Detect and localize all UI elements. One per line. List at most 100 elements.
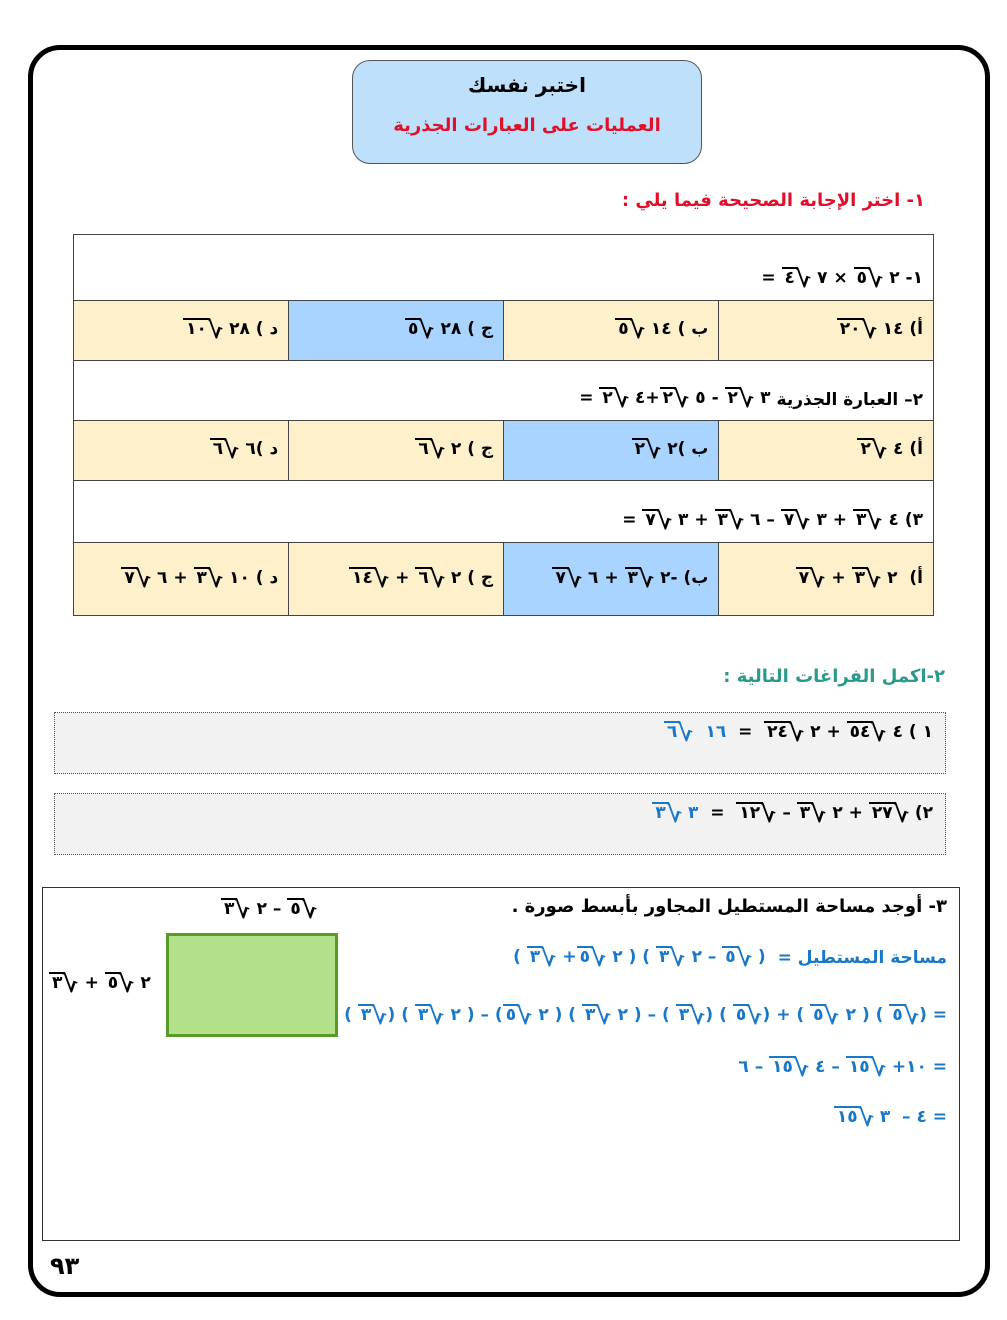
solution-expression: ٦ – ١٥√ ٤ – ١٥√ +١٠ = — [738, 1056, 947, 1082]
option-expression: ٢√ ٢( ب — [631, 438, 708, 464]
section3-title: ٣- أوجد مساحة المستطيل المجاور بأبسط صور… — [511, 896, 947, 917]
option-correct[interactable]: ٥√ ٢٨ ( ج — [288, 300, 505, 361]
square-root: ٧√ — [780, 509, 811, 536]
square-root: ٤√ — [781, 267, 811, 293]
radical-sign-icon: √ — [207, 566, 224, 593]
expression-text: ٢ ) ( — [532, 1005, 582, 1025]
radicand: ٦ — [663, 721, 681, 742]
option-correct[interactable]: ٢√ ٢( ب — [503, 420, 720, 481]
rectangle-length-label: ٣√ + ٥√ ٢ — [49, 972, 151, 998]
radicand: ١٥ — [769, 1056, 796, 1077]
expression-text: ٦ + — [151, 567, 194, 588]
square-root: ٢√ — [659, 387, 690, 414]
expression-text: (٢ — [908, 803, 933, 823]
radicand: ٢٤ — [764, 721, 791, 742]
radical-sign-icon: √ — [224, 438, 240, 465]
radicand: ٣ — [357, 1004, 375, 1025]
expression-text: ٤ (أ — [887, 439, 923, 460]
option[interactable]: ٥√ ١٤ ( ب — [503, 300, 720, 361]
expression-text: ٢ — [134, 973, 151, 993]
radicand: ٢ — [659, 387, 677, 408]
expression-text: = — [579, 388, 600, 409]
fill-blank-2: ٣√ ٣ = ١٢√ – ٣√ ٢ + ٢٧√ (٢ — [54, 793, 946, 855]
radical-sign-icon: √ — [301, 898, 318, 924]
radical-sign-icon: √ — [810, 566, 826, 593]
radical-sign-icon: √ — [865, 566, 882, 593]
option-expression: ١٤√ + ٦√ ٢ ( ج — [349, 566, 493, 593]
radical-sign-icon: √ — [870, 1056, 886, 1082]
radicand: ٥ — [732, 1004, 750, 1025]
radicand: ٣ — [526, 946, 544, 967]
expression-text: ) ( — [387, 1005, 415, 1025]
solution-line-4: ١٥√ ٣ – ٤ = — [833, 1106, 947, 1132]
expression-text: ٦ – — [744, 510, 781, 531]
expression-text: + — [556, 947, 577, 967]
expression-text: = — [622, 510, 643, 531]
radical-sign-icon: √ — [690, 1004, 706, 1030]
length-expression: ٣√ + ٥√ ٢ — [49, 972, 151, 998]
radical-sign-icon: √ — [429, 566, 446, 593]
radical-sign-icon: √ — [747, 1004, 763, 1030]
options-row: ١٠√ ٢٨ ( د ٥√ ٢٨ ( ج ٥√ ١٤ ( ب ٢٠√ ١٤ (أ — [72, 300, 934, 361]
square-root: ٢√ — [599, 387, 629, 413]
radicand: ٢ — [857, 438, 874, 459]
option-expression: ٦√ ٦( د — [209, 438, 279, 465]
radical-sign-icon: √ — [656, 509, 673, 536]
area-label: مساحة المستطيل = — [777, 948, 947, 969]
radical-sign-icon: √ — [893, 802, 909, 828]
expression-text: ٢ ) ( — [839, 1005, 890, 1025]
radical-sign-icon: √ — [795, 509, 811, 536]
solution-line-3: ٦ – ١٥√ ٤ – ١٥√ +١٠ = — [738, 1056, 947, 1082]
expression-text: ٣ + — [810, 510, 853, 531]
expression-text: ٦ + — [582, 567, 625, 588]
option-expression: ٧√ ٦ + ٣√ ٢- (ب — [552, 566, 708, 593]
option[interactable]: ١٤√ + ٦√ ٢ ( ج — [288, 542, 505, 616]
question-row: = ٤√ ٧ × ٥√ ٢ -١ — [73, 234, 934, 301]
square-root: ٣√ — [851, 566, 882, 593]
header-box: اختبر نفسك العمليات على العبارات الجذرية — [352, 60, 702, 164]
expression-text: = — [761, 268, 782, 289]
square-root: ١٠√ — [183, 318, 223, 344]
rectangle-width-label: ٣√ ٢ – ٥√ — [221, 898, 318, 924]
square-root: ٥٤√ — [846, 721, 887, 747]
square-root: ٥√ — [615, 318, 645, 344]
page-number: ٩٣ — [50, 1252, 80, 1280]
radicand: ٧ — [121, 566, 138, 588]
option[interactable]: ٦√ ٦( د — [72, 420, 290, 481]
option-expression: ١٠√ ٢٨ ( د — [183, 318, 278, 344]
radical-sign-icon: √ — [868, 267, 884, 294]
expression-text: ٣ — [682, 803, 699, 823]
option[interactable]: ٦√ ٢ ( ج — [288, 420, 505, 481]
radicand: ٢٠ — [836, 318, 864, 339]
stem-expression: = ٤√ ٧ × ٥√ ٢ -١ — [761, 267, 923, 294]
radical-sign-icon: √ — [738, 387, 755, 414]
radicand: ٣ — [221, 898, 238, 919]
option[interactable]: ٢√ ٤ (أ — [718, 420, 934, 481]
radical-sign-icon: √ — [674, 387, 690, 414]
radicand: ٦ — [415, 566, 432, 588]
expression-text: ٧ × — [811, 268, 854, 289]
expression-text: ( — [513, 947, 527, 967]
expression-text: ٤+ — [629, 388, 660, 409]
square-root: ٥√ — [853, 267, 884, 294]
expression-text: ٦( د — [239, 439, 279, 460]
square-root: ٢٤√ — [764, 721, 804, 747]
square-root: ١٥√ — [845, 1056, 886, 1082]
option-correct[interactable]: ٧√ ٦ + ٣√ ٢- (ب — [503, 542, 720, 616]
radicand: ٧ — [552, 566, 569, 588]
section1-heading: ١- اختر الإجابة الصحيحة فيما يلي : — [621, 190, 925, 211]
option[interactable]: ٧√ + ٣√ ٢ (أ — [718, 542, 934, 616]
radical-sign-icon: √ — [372, 1004, 388, 1030]
expression-text: + — [78, 973, 105, 993]
option[interactable]: ١٠√ ٢٨ ( د — [72, 300, 290, 361]
radical-sign-icon: √ — [419, 318, 435, 345]
square-root: ٢√ — [857, 438, 887, 464]
expression-text: ٢ ( ج — [445, 439, 494, 460]
question-expression: = ٢٤√ ٢ + ٥٤√ ٤ ( ١ — [726, 721, 933, 747]
radical-sign-icon: √ — [373, 566, 390, 593]
section3-box: ٣- أوجد مساحة المستطيل المجاور بأبسط صور… — [42, 887, 960, 1241]
option[interactable]: ٢٠√ ١٤ (أ — [718, 300, 934, 361]
expression-text: ٣ – ٤ = — [873, 1107, 947, 1127]
option[interactable]: ٧√ ٦ + ٣√ ١٠ ( د — [72, 542, 290, 616]
radicand: ٣ — [851, 566, 868, 588]
